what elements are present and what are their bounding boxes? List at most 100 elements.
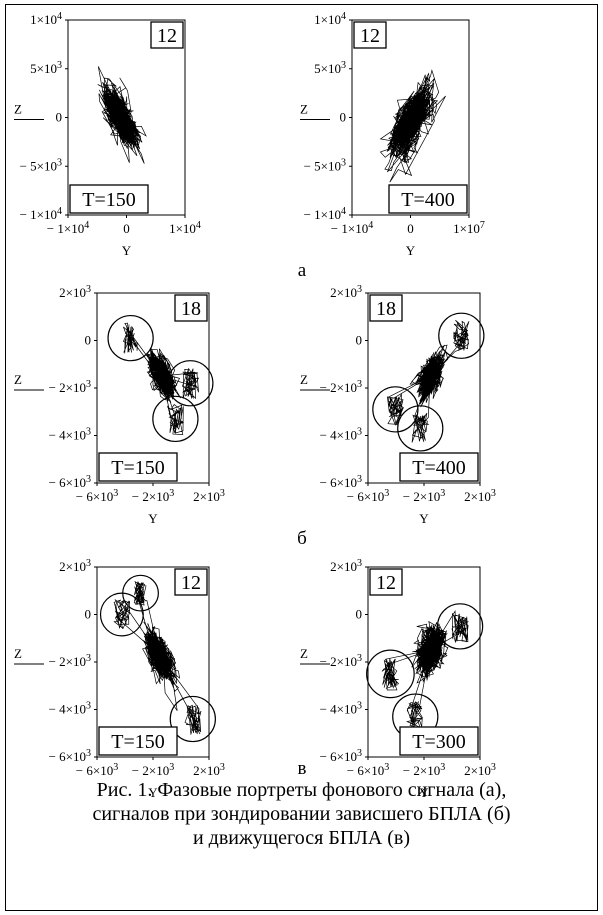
trajectory-b-right bbox=[386, 319, 470, 443]
x-tick-label: − 6×103 bbox=[76, 488, 118, 504]
period-box bbox=[98, 726, 178, 756]
x-axis-label: Y bbox=[148, 511, 158, 526]
y-tick-label: − 5×103 bbox=[304, 157, 346, 173]
x-tick-label: − 2×103 bbox=[403, 762, 445, 778]
y-tick-label: 2×103 bbox=[330, 558, 362, 574]
y-axis-label: Z bbox=[300, 646, 308, 661]
y-tick-label: − 2×103 bbox=[320, 379, 362, 395]
panel-a-right: 1×104 5×103 0 − 5×103 − 1×104− 1×104 0 1×107 Y Z… bbox=[300, 11, 485, 258]
y-tick-label: 5×103 bbox=[30, 60, 62, 76]
panel-b-right: 2×103 0 − 2×103 − 4×103 − 6×103− 6×103 − 2×10… bbox=[300, 284, 496, 526]
y-tick-label: 2×103 bbox=[59, 558, 91, 574]
x-tick-label: − 6×103 bbox=[76, 762, 118, 778]
x-tick-label: 2×103 bbox=[464, 488, 496, 504]
period-label: T=150 bbox=[82, 189, 136, 211]
highlight-circle bbox=[438, 312, 485, 359]
period-box bbox=[388, 184, 468, 214]
x-tick-label: 2×103 bbox=[193, 488, 225, 504]
series-number-label: 12 bbox=[181, 572, 201, 594]
y-tick-label: − 4×103 bbox=[49, 427, 91, 443]
y-tick-label: 0 bbox=[356, 607, 363, 622]
x-axis-label: Y bbox=[419, 511, 429, 526]
y-tick-label: − 1×104 bbox=[20, 206, 62, 222]
x-tick-label: 0 bbox=[123, 221, 130, 236]
highlight-circle bbox=[99, 592, 144, 637]
trajectory-c-left bbox=[113, 580, 202, 735]
y-tick-label: − 4×103 bbox=[49, 701, 91, 717]
y-axis-label: Z bbox=[300, 102, 308, 117]
series-number-label: 18 bbox=[181, 298, 201, 320]
y-tick-label: − 1×104 bbox=[304, 206, 346, 222]
caption-line-2: сигналов при зондировании зависшего БПЛА… bbox=[92, 803, 511, 825]
period-box bbox=[98, 452, 178, 482]
highlight-circle bbox=[372, 386, 419, 433]
figure-caption: Рис. 1. Фазовые портреты фонового сигнал… bbox=[0, 778, 603, 850]
y-axis-label: Z bbox=[14, 372, 22, 387]
y-tick-label: 2×103 bbox=[59, 284, 91, 300]
y-tick-label: 0 bbox=[356, 333, 363, 348]
series-number-box bbox=[174, 568, 208, 596]
x-axis-label: Y bbox=[419, 785, 429, 800]
highlight-circle bbox=[152, 395, 199, 443]
x-axis-label: Y bbox=[148, 785, 158, 800]
trajectory-b-left bbox=[122, 322, 200, 435]
period-box bbox=[69, 184, 149, 214]
period-label: T=150 bbox=[111, 457, 165, 479]
series-number-box bbox=[353, 21, 387, 49]
y-tick-label: − 5×103 bbox=[20, 157, 62, 173]
x-tick-label: − 2×103 bbox=[132, 488, 174, 504]
caption-line-1: Рис. 1. Фазовые портреты фонового сигнал… bbox=[96, 779, 507, 801]
trajectory-a-right bbox=[379, 69, 446, 183]
y-axis-label: Z bbox=[300, 372, 308, 387]
y-tick-label: − 6×103 bbox=[320, 748, 362, 764]
y-tick-label: − 6×103 bbox=[49, 748, 91, 764]
x-tick-label: − 2×103 bbox=[132, 762, 174, 778]
y-tick-label: − 4×103 bbox=[320, 427, 362, 443]
x-tick-label: − 1×104 bbox=[47, 220, 89, 236]
row-label-a: а bbox=[298, 260, 307, 281]
period-label: T=400 bbox=[412, 457, 466, 479]
series-number-box bbox=[174, 294, 208, 322]
panel-c-right: 2×103 0 − 2×103 − 4×103 − 6×103− 6×103 − 2×10… bbox=[300, 558, 496, 800]
y-tick-label: 0 bbox=[56, 110, 63, 125]
x-tick-label: 1×104 bbox=[169, 220, 201, 236]
period-box bbox=[399, 452, 479, 482]
y-tick-label: − 6×103 bbox=[320, 474, 362, 490]
x-tick-label: 1×107 bbox=[453, 220, 485, 236]
y-tick-label: − 2×103 bbox=[49, 653, 91, 669]
x-tick-label: − 1×104 bbox=[331, 220, 373, 236]
series-number-box bbox=[150, 21, 184, 49]
panel-b-left: 2×103 0 − 2×103 − 4×103 − 6×103− 6×103 − 2×10… bbox=[14, 284, 225, 526]
y-tick-label: − 6×103 bbox=[49, 474, 91, 490]
row-label-c: в bbox=[298, 758, 307, 779]
trajectory-c-right bbox=[381, 610, 470, 732]
series-number-box bbox=[369, 568, 403, 596]
y-tick-label: − 4×103 bbox=[320, 701, 362, 717]
row-label-b: б bbox=[297, 528, 307, 549]
x-axis-label: Y bbox=[406, 243, 416, 258]
period-label: T=300 bbox=[412, 731, 466, 753]
series-number-label: 18 bbox=[376, 298, 396, 320]
highlight-circle bbox=[169, 695, 216, 743]
y-tick-label: 1×104 bbox=[314, 11, 346, 27]
period-label: T=150 bbox=[111, 731, 165, 753]
y-axis-label: Z bbox=[14, 102, 22, 117]
caption-line-3: и движущегося БПЛА (в) bbox=[192, 827, 411, 849]
highlight-circle bbox=[397, 405, 444, 452]
series-number-label: 12 bbox=[360, 25, 380, 47]
y-tick-label: 5×103 bbox=[314, 60, 346, 76]
y-tick-label: 0 bbox=[85, 607, 92, 622]
series-number-label: 12 bbox=[376, 572, 396, 594]
x-axis-label: Y bbox=[122, 243, 132, 258]
x-tick-label: 0 bbox=[407, 221, 414, 236]
series-number-box bbox=[369, 294, 403, 322]
y-tick-label: 0 bbox=[340, 110, 347, 125]
trajectory-a-left bbox=[97, 66, 147, 164]
highlight-circle bbox=[107, 314, 154, 362]
highlight-circle bbox=[366, 649, 415, 699]
period-label: T=400 bbox=[401, 189, 455, 211]
period-box bbox=[399, 726, 479, 756]
y-tick-label: − 2×103 bbox=[320, 653, 362, 669]
